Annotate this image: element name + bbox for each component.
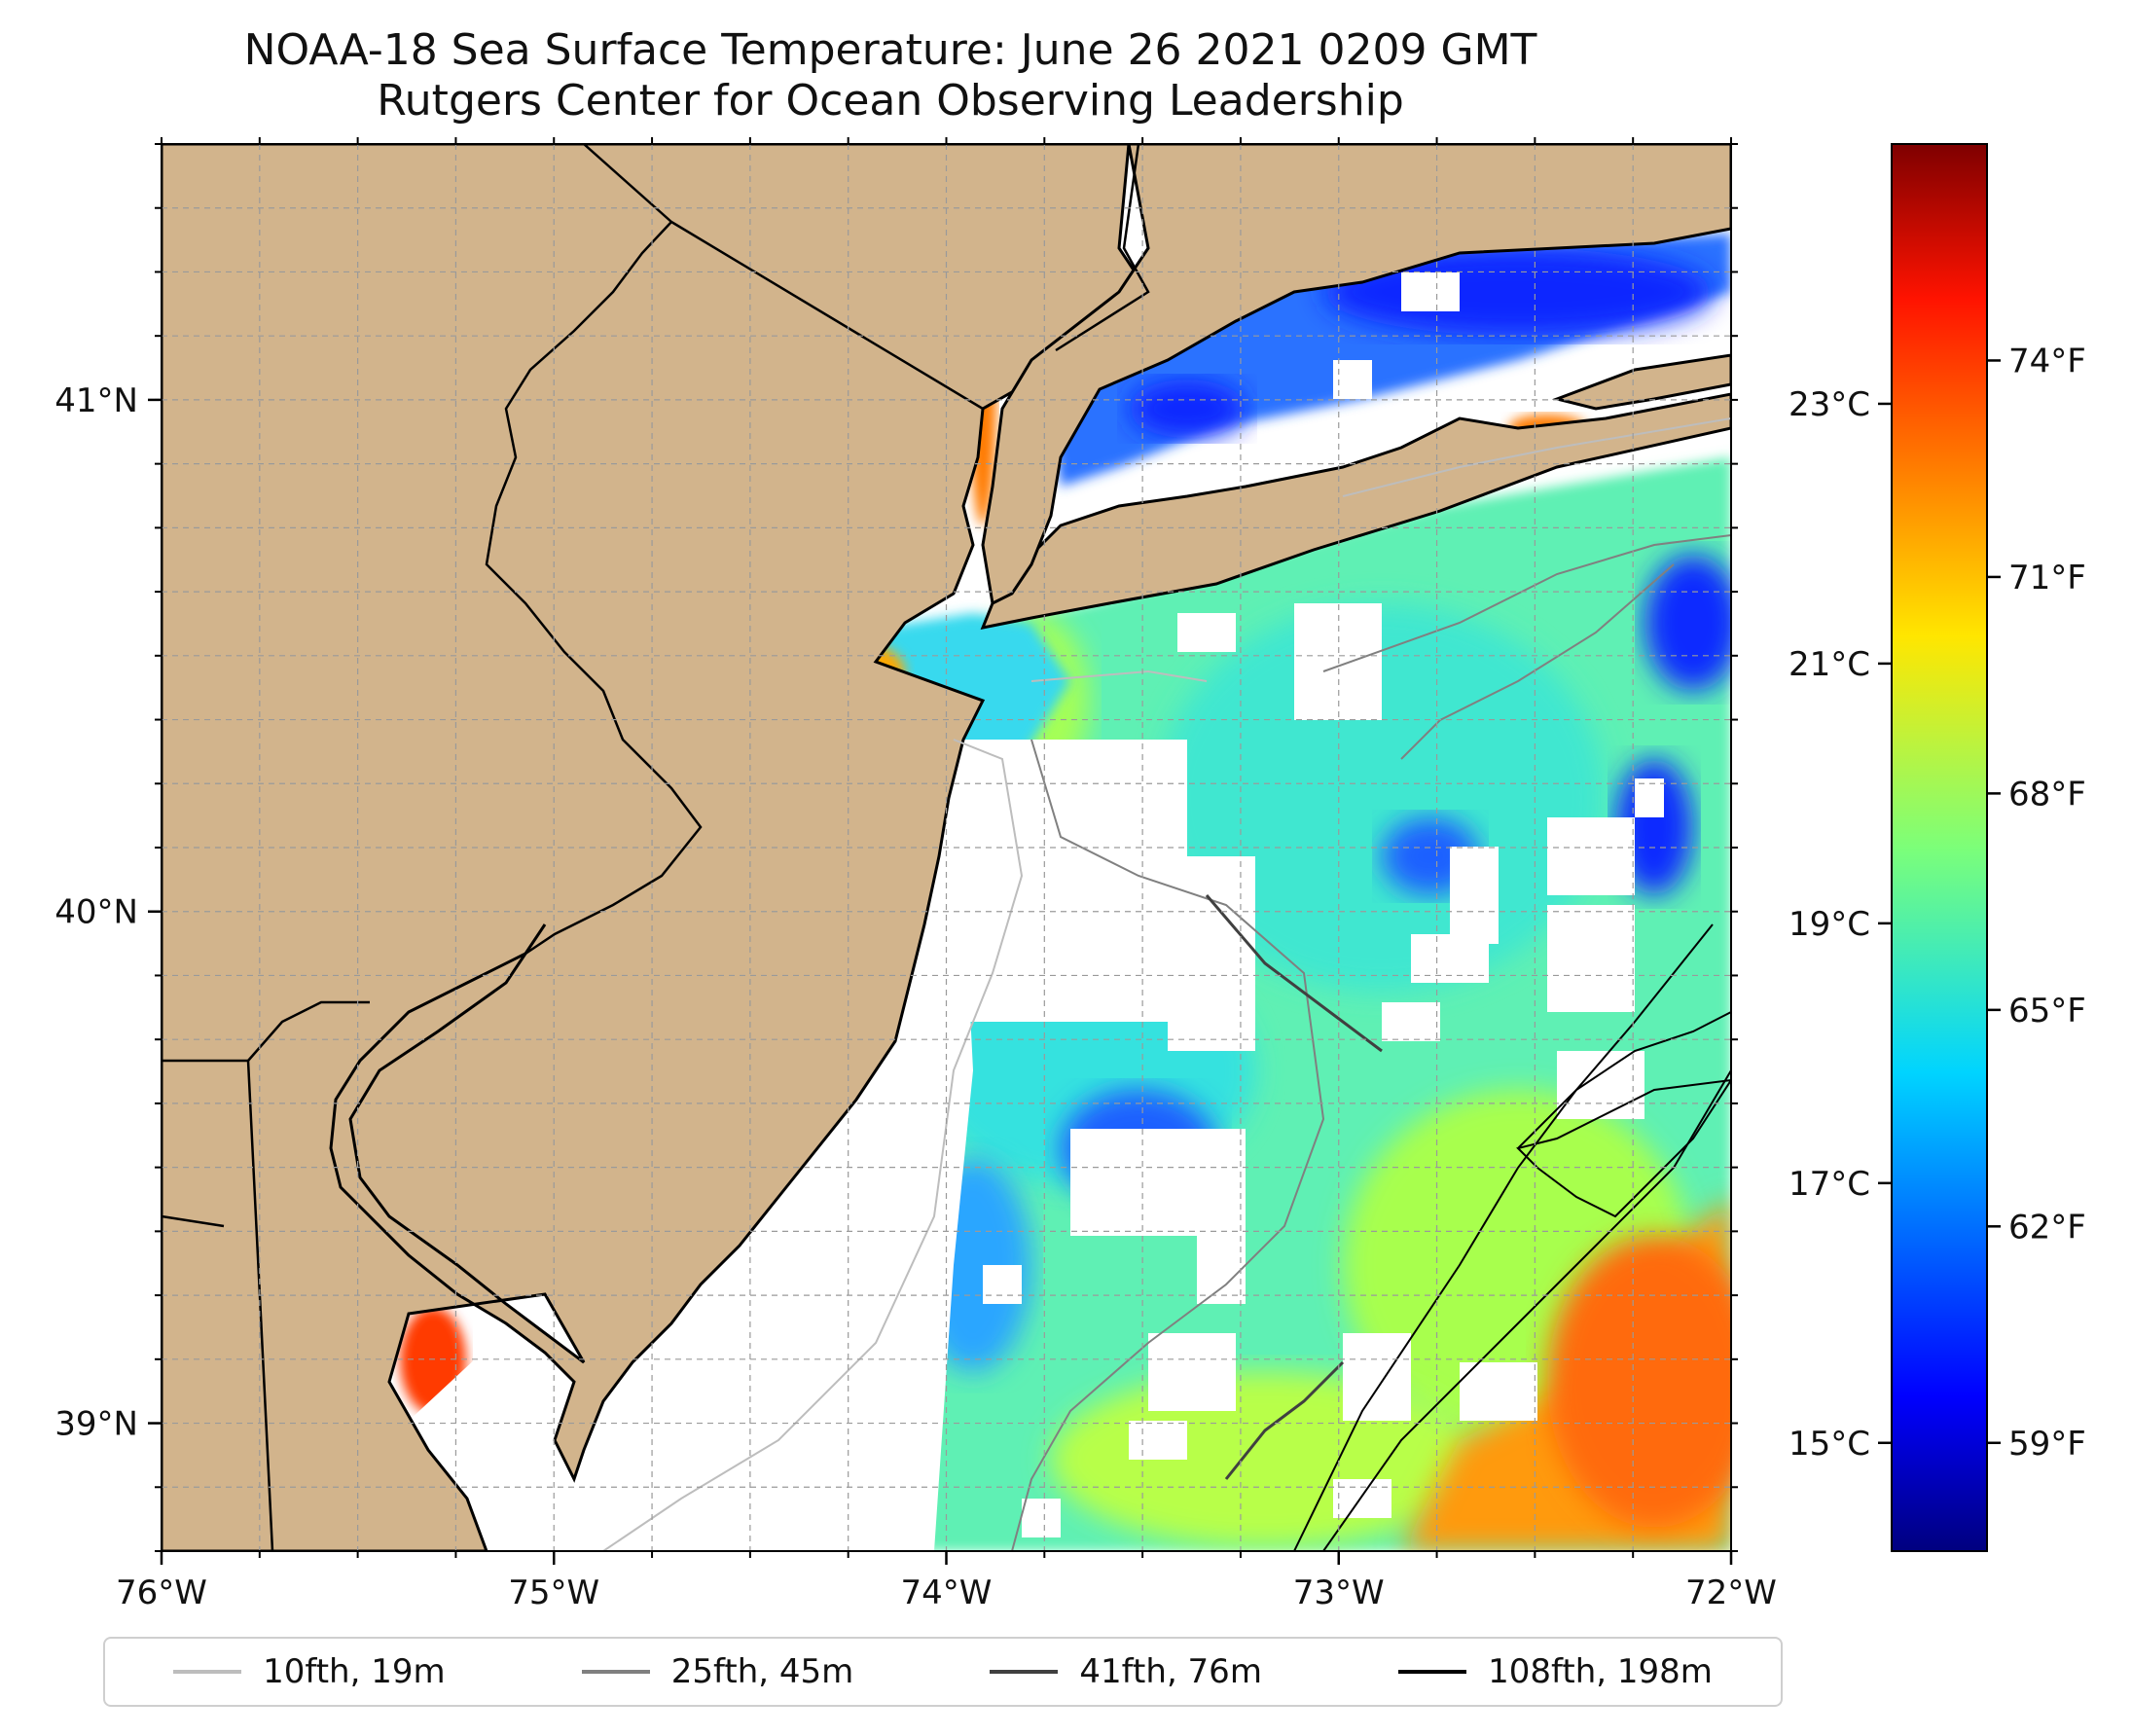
colorbar-fahrenheit-axis: 74°F 71°F 68°F 65°F 62°F 59°F [1987, 342, 2086, 1464]
colorbar-f-label-0: 74°F [2008, 342, 2086, 380]
legend-label-25fth: 25fth, 45m [670, 1652, 854, 1691]
colorbar: 23°C 21°C 19°C 17°C 15°C 74°F 71°F 68°F 65°F 62°… [1789, 143, 2086, 1552]
legend-line-10fth [173, 1670, 242, 1674]
colorbar-f-label-5: 59°F [2008, 1425, 2086, 1464]
state-borders [162, 144, 1150, 1551]
legend-line-41fth [990, 1670, 1059, 1674]
bathymetry-contours [602, 417, 1731, 1551]
legend-line-25fth [581, 1670, 650, 1674]
legend-item-108fth: 108fth, 198m [1398, 1652, 1713, 1691]
legend-label-10fth: 10fth, 19m [263, 1652, 446, 1691]
colorbar-celsius-axis: 23°C 21°C 19°C 17°C 15°C [1789, 385, 1892, 1464]
legend-label-41fth: 41fth, 76m [1079, 1652, 1262, 1691]
legend-item-10fth: 10fth, 19m [173, 1652, 446, 1691]
lon-tick-label-1: 75°W [508, 1573, 599, 1612]
colorbar-c-label-1: 21°C [1789, 645, 1870, 684]
legend-item-25fth: 25fth, 45m [581, 1652, 854, 1691]
colorbar-c-label-2: 19°C [1789, 905, 1870, 944]
map-title-line2: Rutgers Center for Ocean Observing Leade… [377, 76, 1404, 126]
colorbar-f-label-1: 71°F [2008, 559, 2086, 597]
lat-tick-label-2: 39°N [54, 1405, 138, 1444]
colorbar-c-label-3: 17°C [1789, 1165, 1870, 1204]
map-area [162, 144, 1731, 1551]
colorbar-f-label-4: 62°F [2008, 1208, 2086, 1247]
lon-tick-label-2: 74°W [901, 1573, 993, 1612]
colorbar-f-label-3: 65°F [2008, 992, 2086, 1031]
colorbar-gradient [1891, 143, 1988, 1552]
gridlines [162, 144, 1731, 1551]
map-title-line1: NOAA-18 Sea Surface Temperature: June 26… [243, 25, 1537, 75]
colorbar-f-label-2: 68°F [2008, 775, 2086, 814]
lon-tick-label-3: 73°W [1293, 1573, 1385, 1612]
lat-axis: 41°N 40°N 39°N [54, 143, 1738, 1552]
colorbar-c-label-4: 15°C [1789, 1425, 1870, 1464]
contour-legend: 10fth, 19m 25fth, 45m 41fth, 76m 108fth,… [103, 1637, 1783, 1707]
legend-label-108fth: 108fth, 198m [1488, 1652, 1713, 1691]
colorbar-c-label-0: 23°C [1789, 385, 1870, 424]
lat-tick-label-1: 40°N [54, 893, 138, 932]
lat-tick-label-0: 41°N [54, 381, 138, 420]
legend-line-108fth [1398, 1670, 1467, 1674]
lon-tick-label-0: 76°W [116, 1573, 207, 1612]
lon-tick-label-4: 72°W [1685, 1573, 1777, 1612]
lon-axis: 76°W 75°W 74°W 73°W 72°W [116, 137, 1777, 1612]
legend-item-41fth: 41fth, 76m [990, 1652, 1262, 1691]
